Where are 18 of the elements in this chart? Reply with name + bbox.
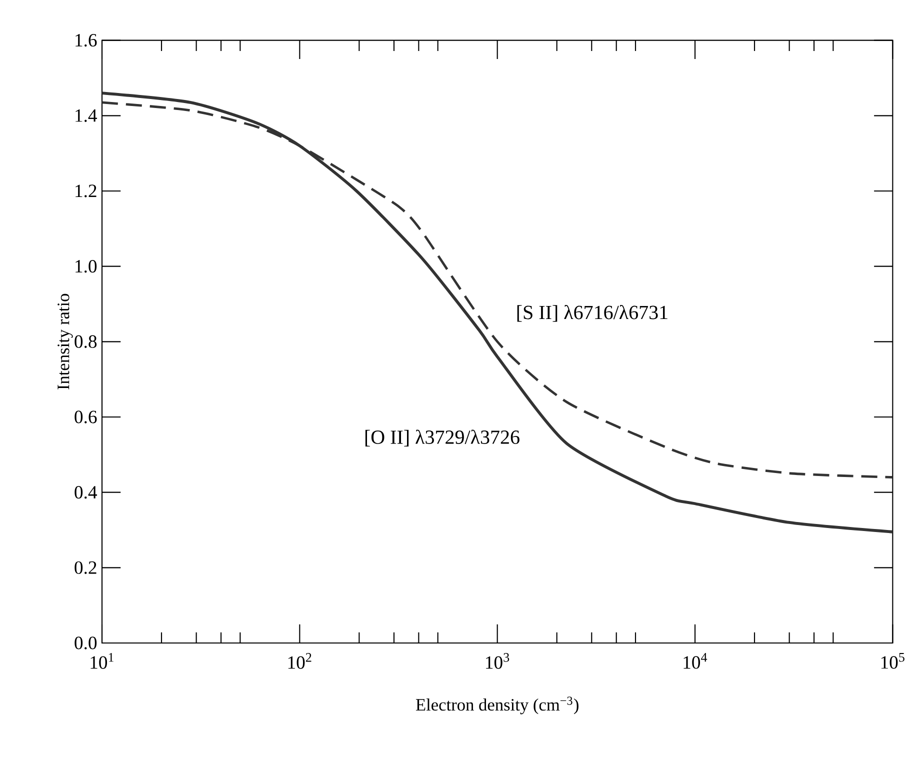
y-tick-label: 0.0 xyxy=(74,636,97,650)
x-tick-label: 10$^{1}$ xyxy=(90,652,114,669)
x-axis-title: Electron density (cm$^{−3}$) xyxy=(416,696,578,714)
y-tick-label: 1.2 xyxy=(76,184,96,198)
annotation: [S II] λ6716/λ6731 xyxy=(517,304,668,322)
x-tick-label: 10$^{2}$ xyxy=(288,652,312,669)
x-tick-label: 10$^{4}$ xyxy=(684,652,708,669)
y-tick-label: 0.6 xyxy=(74,410,97,424)
annotation: [O II] λ3729/λ3726 xyxy=(365,430,520,446)
y-tick-label: 1.4 xyxy=(76,109,98,122)
y-tick-label: 0.8 xyxy=(74,335,97,348)
y-tick-label: 0.4 xyxy=(74,486,98,499)
y-tick-label: 1.6 xyxy=(76,34,97,46)
x-tick-label: 10$^{3}$ xyxy=(486,652,510,669)
y-axis-title: Intensity ratio xyxy=(58,294,73,390)
x-tick-label: 10$^{5}$ xyxy=(881,652,904,669)
y-tick-label: 1.0 xyxy=(76,260,97,273)
y-tick-label: 0.2 xyxy=(74,561,96,574)
